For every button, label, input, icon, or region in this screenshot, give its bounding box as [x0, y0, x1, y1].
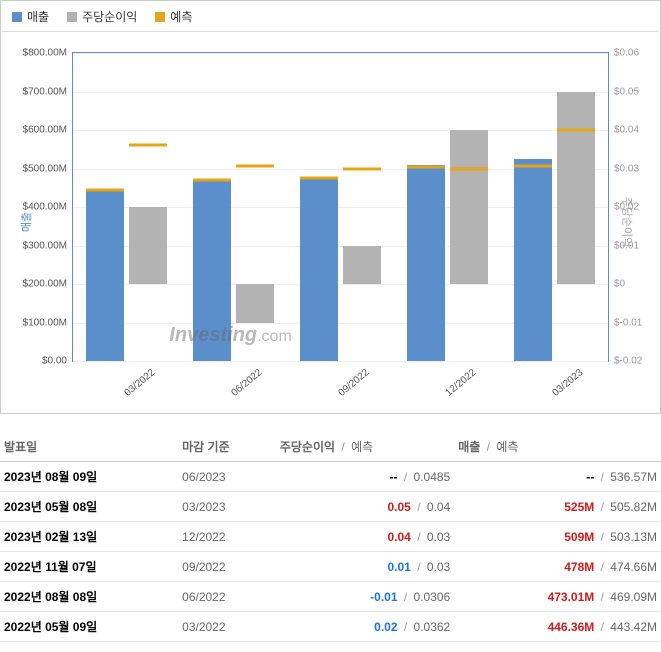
legend-swatch	[155, 12, 165, 22]
ytick-right: $-0.02	[608, 356, 642, 367]
table-header-row: 발표일마감 기준주당순이익 / 예측매출 / 예측	[0, 432, 661, 462]
xtick: 09/2022	[331, 361, 371, 399]
revenue-forecast-mark	[86, 189, 123, 192]
legend-item: 예측	[155, 8, 192, 25]
table-row: 2022년 05월 09일03/20220.02 / 0.0362446.36M…	[0, 612, 661, 642]
legend-item: 매출	[12, 8, 49, 25]
table-row: 2022년 11월 07일09/20220.01 / 0.03478M / 47…	[0, 552, 661, 582]
ytick-left: $600.00M	[23, 125, 73, 136]
table-row: 2023년 02월 13일12/20220.04 / 0.03509M / 50…	[0, 522, 661, 552]
ytick-left: $500.00M	[23, 163, 73, 174]
cell-rev: 446.36M / 443.42M	[454, 612, 661, 642]
eps-forecast-mark	[557, 129, 594, 132]
ytick-right: $0.02	[608, 202, 639, 213]
eps-bar	[129, 207, 166, 284]
cell-eps: 0.02 / 0.0362	[276, 612, 454, 642]
ytick-right: $0	[608, 279, 625, 290]
ytick-left: $200.00M	[23, 279, 73, 290]
revenue-forecast-mark	[407, 166, 444, 169]
ytick-right: $0.01	[608, 240, 639, 251]
ytick-right: $0.06	[608, 48, 639, 59]
cell-date: 2022년 11월 07일	[0, 552, 178, 582]
cell-date: 2023년 05월 08일	[0, 492, 178, 522]
cell-eps: 0.01 / 0.03	[276, 552, 454, 582]
table-row: 2022년 08월 08일06/2022-0.01 / 0.0306473.01…	[0, 582, 661, 612]
ytick-left: $800.00M	[23, 48, 73, 59]
cell-eps: -- / 0.0485	[276, 462, 454, 492]
grid-line	[73, 53, 608, 54]
grid-line	[73, 92, 608, 93]
ytick-right: $-0.01	[608, 317, 642, 328]
ytick-right: $0.03	[608, 163, 639, 174]
cell-eps: 0.05 / 0.04	[276, 492, 454, 522]
cell-date: 2022년 05월 09일	[0, 612, 178, 642]
grid-line	[73, 130, 608, 131]
table-row: 2023년 05월 08일03/20230.05 / 0.04525M / 50…	[0, 492, 661, 522]
ytick-left: $0.00	[42, 356, 73, 367]
ytick-right: $0.05	[608, 86, 639, 97]
legend-label: 주당순이익	[82, 8, 137, 25]
revenue-forecast-mark	[193, 179, 230, 182]
ytick-left: $300.00M	[23, 240, 73, 251]
eps-bar	[557, 92, 594, 285]
th-date: 발표일	[0, 432, 178, 462]
eps-forecast-mark	[236, 165, 273, 168]
eps-bar	[450, 130, 487, 284]
chart-area: 매출 주당순이익 $0.00$100.00M$200.00M$300.00M$4…	[2, 32, 659, 412]
table-body: 2023년 08월 09일06/2023-- / 0.0485-- / 536.…	[0, 462, 661, 642]
eps-forecast-mark	[450, 167, 487, 170]
xtick: 12/2022	[438, 361, 478, 399]
cell-eps: 0.04 / 0.03	[276, 522, 454, 552]
th-period: 마감 기준	[178, 432, 276, 462]
revenue-bar	[407, 165, 444, 361]
cell-period: 06/2022	[178, 582, 276, 612]
legend-label: 매출	[27, 8, 49, 25]
legend-swatch	[67, 12, 77, 22]
earnings-table: 발표일마감 기준주당순이익 / 예측매출 / 예측 2023년 08월 09일0…	[0, 432, 661, 642]
revenue-bar	[86, 189, 123, 361]
cell-period: 09/2022	[178, 552, 276, 582]
chart-container: 매출주당순이익예측 매출 주당순이익 $0.00$100.00M$200.00M…	[0, 0, 661, 414]
cell-period: 12/2022	[178, 522, 276, 552]
table-row: 2023년 08월 09일06/2023-- / 0.0485-- / 536.…	[0, 462, 661, 492]
cell-date: 2023년 02월 13일	[0, 522, 178, 552]
legend-label: 예측	[170, 8, 192, 25]
legend-swatch	[12, 12, 22, 22]
revenue-bar	[514, 159, 551, 361]
y-axis-left-label: 매출	[18, 212, 34, 232]
cell-period: 03/2022	[178, 612, 276, 642]
legend-item: 주당순이익	[67, 8, 137, 25]
ytick-left: $700.00M	[23, 86, 73, 97]
eps-bar	[236, 284, 273, 323]
th-eps: 주당순이익 / 예측	[276, 432, 454, 462]
xtick: 03/2023	[545, 361, 585, 399]
revenue-bar	[300, 177, 337, 361]
xtick: 03/2022	[117, 361, 157, 399]
grid-line	[73, 361, 608, 362]
eps-forecast-mark	[129, 143, 166, 146]
plot-area: $0.00$100.00M$200.00M$300.00M$400.00M$50…	[72, 52, 609, 362]
cell-date: 2023년 08월 09일	[0, 462, 178, 492]
eps-bar	[343, 246, 380, 285]
cell-rev: 478M / 474.66M	[454, 552, 661, 582]
ytick-left: $400.00M	[23, 202, 73, 213]
cell-rev: 509M / 503.13M	[454, 522, 661, 552]
th-rev: 매출 / 예측	[454, 432, 661, 462]
cell-date: 2022년 08월 08일	[0, 582, 178, 612]
ytick-right: $0.04	[608, 125, 639, 136]
cell-rev: 473.01M / 469.09M	[454, 582, 661, 612]
legend: 매출 주당순이익 예측	[2, 2, 659, 32]
cell-rev: -- / 536.57M	[454, 462, 661, 492]
cell-period: 03/2023	[178, 492, 276, 522]
eps-forecast-mark	[343, 167, 380, 170]
cell-period: 06/2023	[178, 462, 276, 492]
page: 매출주당순이익예측 매출 주당순이익 $0.00$100.00M$200.00M…	[0, 0, 661, 642]
revenue-bar	[193, 179, 230, 361]
cell-rev: 525M / 505.82M	[454, 492, 661, 522]
revenue-forecast-mark	[300, 177, 337, 180]
revenue-forecast-mark	[514, 165, 551, 168]
cell-eps: -0.01 / 0.0306	[276, 582, 454, 612]
xtick: 06/2022	[224, 361, 264, 399]
ytick-left: $100.00M	[23, 317, 73, 328]
